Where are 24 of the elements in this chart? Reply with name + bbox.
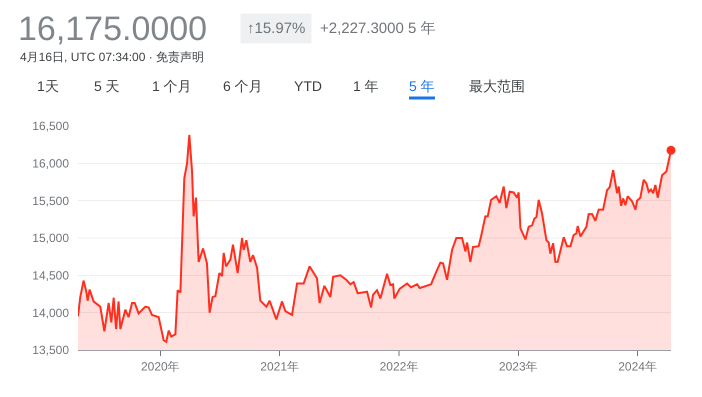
x-tick-label: 2021年 bbox=[260, 359, 299, 374]
chart-title: 16,175.0000 bbox=[18, 10, 208, 48]
y-tick-label: 16,000 bbox=[32, 156, 70, 171]
text: 5 年 bbox=[409, 78, 435, 94]
y-tick-label: 16,500 bbox=[32, 119, 70, 134]
text: 1 年 bbox=[353, 78, 379, 94]
text: YTD bbox=[294, 78, 322, 94]
text: 1 个月 bbox=[152, 78, 192, 94]
x-tick-label: 2024年 bbox=[618, 359, 657, 374]
y-tick-label: 15,500 bbox=[32, 194, 70, 208]
y-tick-label: 13,500 bbox=[32, 343, 70, 358]
x-tick-label: 2022年 bbox=[380, 359, 418, 374]
text: 5 天 bbox=[94, 78, 120, 94]
y-tick-label: 14,500 bbox=[32, 268, 70, 283]
x-tick-label: 2023年 bbox=[498, 359, 538, 374]
y-tick-label: 15,000 bbox=[32, 231, 70, 246]
x-tick-label: 2020年 bbox=[140, 359, 180, 374]
text: +2,227.3000 5 年 bbox=[320, 20, 436, 37]
text: ↑15.97% bbox=[247, 20, 306, 37]
text: 1天 bbox=[37, 78, 59, 94]
y-tick-label: 14,000 bbox=[32, 306, 70, 320]
chart-subtitle: 4月16日, UTC 07:34:00 · 免责声明 bbox=[20, 50, 204, 64]
text: 最大范围 bbox=[469, 78, 525, 94]
text: 6 个月 bbox=[223, 78, 263, 94]
